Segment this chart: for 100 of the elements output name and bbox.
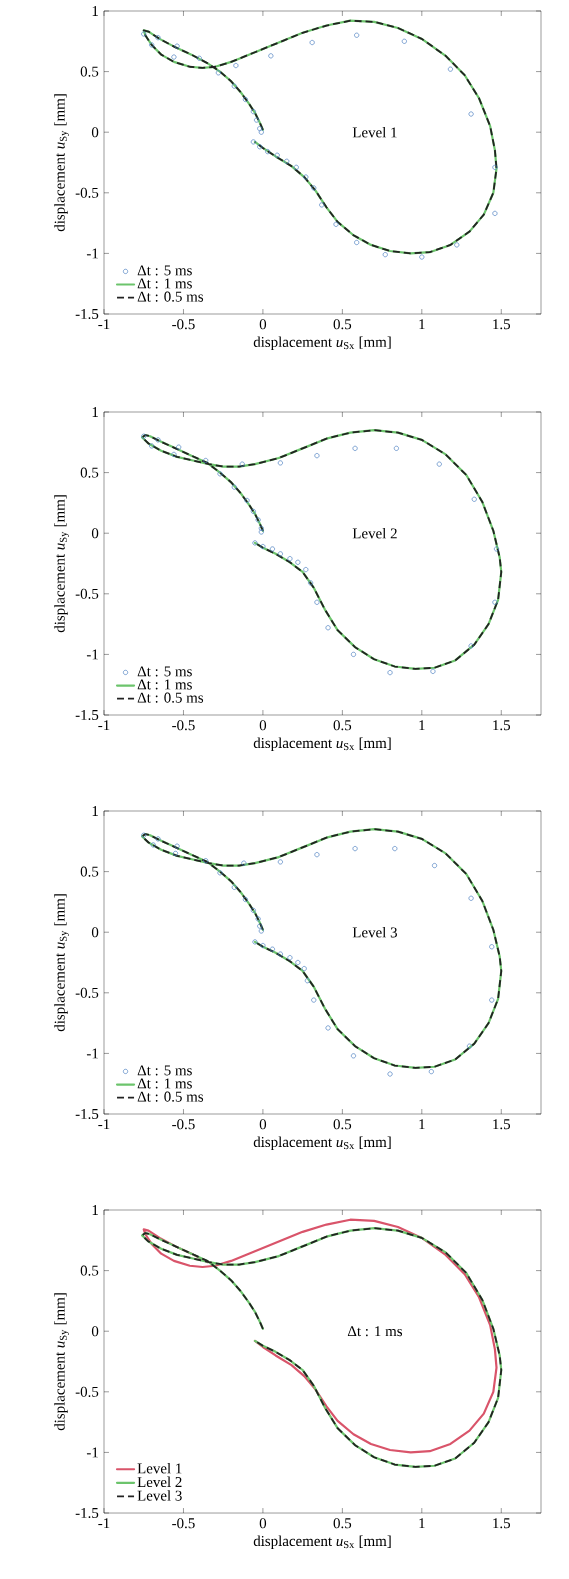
point: [492, 164, 498, 170]
point: [419, 254, 425, 260]
point: [401, 38, 407, 44]
point: [468, 111, 474, 117]
x-tick-label: 0.5: [333, 1518, 352, 1529]
point: [141, 832, 147, 838]
point: [257, 144, 263, 150]
point: [314, 852, 320, 858]
point: [447, 66, 453, 72]
y-tick-label: 0: [91, 127, 99, 138]
point: [325, 1025, 331, 1031]
annotation: Δt : 1 ms: [347, 1326, 403, 1337]
point: [295, 559, 301, 565]
point: [250, 109, 256, 115]
point: [242, 896, 248, 903]
point: [258, 525, 264, 531]
point: [354, 239, 360, 246]
x-tick-label: 1: [419, 319, 425, 330]
point: [284, 158, 290, 164]
annotation: Level 2: [352, 527, 397, 539]
x-axis-title: displacement u$_{Sx}$ [mm]: [253, 737, 391, 752]
y-tick-label: 0: [91, 528, 99, 539]
point: [287, 955, 293, 961]
x-tick-label: 0.5: [333, 319, 352, 330]
y-tick-label: 1: [92, 6, 98, 16]
point: [319, 202, 325, 208]
legend-label: Level 1: [137, 1462, 182, 1474]
y-axis-title: displacement u$_{Sy}$ [mm]: [54, 1293, 69, 1431]
legend-label: Δt : 1 ms: [137, 679, 192, 690]
annotation: Level 1: [352, 126, 397, 138]
point: [493, 546, 500, 552]
y-tick-label: -1.5: [75, 1108, 99, 1120]
point: [257, 126, 263, 132]
x-tick-label: 0.5: [333, 1119, 352, 1130]
point: [260, 544, 266, 550]
y-tick-label: -0.5: [75, 1386, 99, 1397]
point: [350, 651, 357, 657]
point: [430, 668, 436, 674]
y-tick-label: -1.5: [75, 709, 99, 721]
point: [492, 210, 498, 216]
y-tick-label: -1: [86, 649, 98, 660]
x-tick-label: 0: [259, 1518, 267, 1529]
y-tick-label: -0.5: [75, 187, 99, 198]
point: [231, 884, 237, 890]
y-tick-label: -1.5: [75, 308, 99, 320]
point: [303, 174, 309, 180]
point: [489, 997, 495, 1003]
x-tick-label: -0.5: [172, 720, 195, 731]
point: [250, 139, 256, 145]
point: [252, 540, 258, 546]
point: [311, 185, 317, 191]
point: [471, 496, 477, 502]
point: [242, 96, 248, 103]
point: [295, 959, 301, 966]
point: [277, 551, 283, 557]
line-series: [142, 19, 498, 255]
point: [352, 445, 358, 451]
point: [155, 35, 161, 41]
x-tick-label: 1: [419, 1119, 425, 1130]
point: [155, 836, 161, 842]
point: [171, 451, 177, 457]
point: [203, 457, 209, 464]
point: [217, 870, 223, 876]
y-tick-label: 1: [92, 407, 98, 417]
point: [454, 242, 460, 248]
point: [325, 625, 331, 631]
point: [489, 944, 495, 950]
y-tick-label: 0: [91, 1326, 99, 1337]
point: [468, 895, 474, 901]
y-tick-label: 1: [92, 806, 98, 816]
point: [250, 907, 256, 913]
point: [277, 859, 283, 865]
point: [277, 951, 283, 957]
x-tick-label: 0: [259, 319, 267, 330]
point: [387, 670, 393, 676]
point: [231, 484, 237, 490]
x-tick-label: 0: [259, 1119, 267, 1130]
y-tick-label: -1: [86, 248, 98, 259]
point: [196, 55, 202, 61]
point: [231, 83, 237, 89]
legend-label: Δt : 0.5 ms: [137, 291, 204, 302]
point: [387, 1071, 393, 1077]
legend-label: Δt : 1 ms: [137, 1078, 192, 1089]
y-tick-label: -0.5: [75, 987, 99, 998]
point: [255, 916, 261, 922]
point: [274, 152, 280, 158]
point: [252, 939, 258, 945]
point: [269, 546, 275, 552]
point: [174, 843, 180, 849]
legend-label: Level 3: [137, 1490, 182, 1501]
x-tick-label: 0: [259, 720, 267, 731]
point: [350, 1053, 357, 1059]
point: [176, 444, 182, 450]
point: [466, 1043, 473, 1049]
y-tick-label: -1: [86, 1048, 98, 1059]
point: [141, 433, 147, 439]
point: [392, 846, 398, 852]
x-tick-label: 1: [419, 1518, 425, 1529]
y-tick-label: 0.5: [80, 467, 99, 478]
x-tick-label: 1: [419, 720, 425, 731]
